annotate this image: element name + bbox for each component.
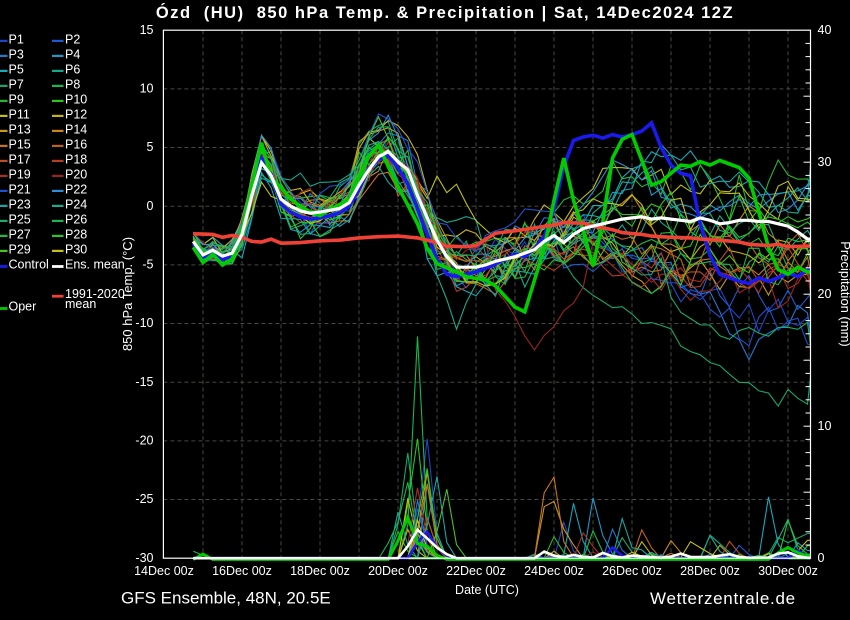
- svg-text:14Dec 00z: 14Dec 00z: [134, 564, 194, 578]
- svg-text:40: 40: [818, 23, 832, 37]
- svg-text:-15: -15: [135, 375, 153, 389]
- svg-text:GFS Ensemble, 48N, 20.5E: GFS Ensemble, 48N, 20.5E: [121, 589, 331, 608]
- svg-text:P3: P3: [9, 47, 24, 61]
- svg-text:Date (UTC): Date (UTC): [455, 583, 519, 597]
- svg-text:16Dec 00z: 16Dec 00z: [212, 564, 272, 578]
- svg-text:P25: P25: [9, 212, 31, 226]
- svg-text:P8: P8: [65, 77, 80, 91]
- svg-text:P2: P2: [65, 32, 80, 46]
- svg-text:P11: P11: [9, 107, 30, 121]
- svg-text:P28: P28: [65, 227, 87, 241]
- svg-text:10: 10: [140, 81, 154, 95]
- svg-text:P5: P5: [9, 62, 24, 76]
- svg-text:26Dec 00z: 26Dec 00z: [602, 564, 662, 578]
- svg-text:Control: Control: [9, 257, 49, 271]
- svg-text:mean: mean: [65, 297, 96, 311]
- svg-text:28Dec 00z: 28Dec 00z: [680, 564, 740, 578]
- svg-text:P19: P19: [9, 167, 31, 181]
- svg-text:15: 15: [140, 23, 154, 37]
- svg-text:0: 0: [147, 199, 154, 213]
- svg-text:Oper: Oper: [9, 299, 37, 313]
- svg-text:P7: P7: [9, 77, 24, 91]
- svg-text:Precipitation (mm): Precipitation (mm): [838, 241, 850, 346]
- svg-text:P23: P23: [9, 197, 31, 211]
- svg-text:P17: P17: [9, 152, 31, 166]
- svg-text:-5: -5: [142, 257, 153, 271]
- svg-text:P6: P6: [65, 62, 80, 76]
- svg-text:P1: P1: [9, 32, 24, 46]
- svg-text:P26: P26: [65, 212, 87, 226]
- svg-text:Wetterzentrale.de: Wetterzentrale.de: [650, 589, 796, 608]
- svg-text:P12: P12: [65, 107, 87, 121]
- svg-text:P9: P9: [9, 92, 24, 106]
- svg-text:P15: P15: [9, 137, 31, 151]
- svg-text:0: 0: [818, 551, 825, 565]
- svg-text:Ens. mean: Ens. mean: [65, 257, 125, 271]
- svg-text:-25: -25: [135, 492, 153, 506]
- svg-text:20: 20: [818, 287, 832, 301]
- svg-text:P24: P24: [65, 197, 87, 211]
- svg-text:P13: P13: [9, 122, 31, 136]
- svg-text:30Dec 00z: 30Dec 00z: [758, 564, 818, 578]
- svg-text:18Dec 00z: 18Dec 00z: [290, 564, 350, 578]
- svg-text:P10: P10: [65, 92, 87, 106]
- svg-text:5: 5: [147, 140, 154, 154]
- svg-text:20Dec 00z: 20Dec 00z: [368, 564, 428, 578]
- svg-text:-10: -10: [135, 316, 153, 330]
- svg-text:P22: P22: [65, 182, 87, 196]
- svg-text:P16: P16: [65, 137, 87, 151]
- svg-text:P20: P20: [65, 167, 87, 181]
- svg-text:P27: P27: [9, 227, 31, 241]
- svg-text:P30: P30: [65, 242, 87, 256]
- svg-text:10: 10: [818, 419, 832, 433]
- svg-text:22Dec 00z: 22Dec 00z: [446, 564, 506, 578]
- svg-text:P4: P4: [65, 47, 80, 61]
- svg-text:P18: P18: [65, 152, 87, 166]
- svg-text:P29: P29: [9, 242, 31, 256]
- svg-text:Ózd (HU) 850 hPa Temp. & Pre: Ózd (HU) 850 hPa Temp. & Precipitation |…: [156, 3, 734, 22]
- svg-text:-20: -20: [135, 433, 153, 447]
- svg-text:P14: P14: [65, 122, 87, 136]
- svg-text:1991-2020: 1991-2020: [65, 287, 125, 301]
- svg-text:850 hPa Temp. (°C): 850 hPa Temp. (°C): [120, 237, 135, 351]
- svg-text:30: 30: [818, 155, 832, 169]
- svg-text:24Dec 00z: 24Dec 00z: [524, 564, 584, 578]
- svg-text:-30: -30: [135, 551, 153, 565]
- svg-text:P21: P21: [9, 182, 31, 196]
